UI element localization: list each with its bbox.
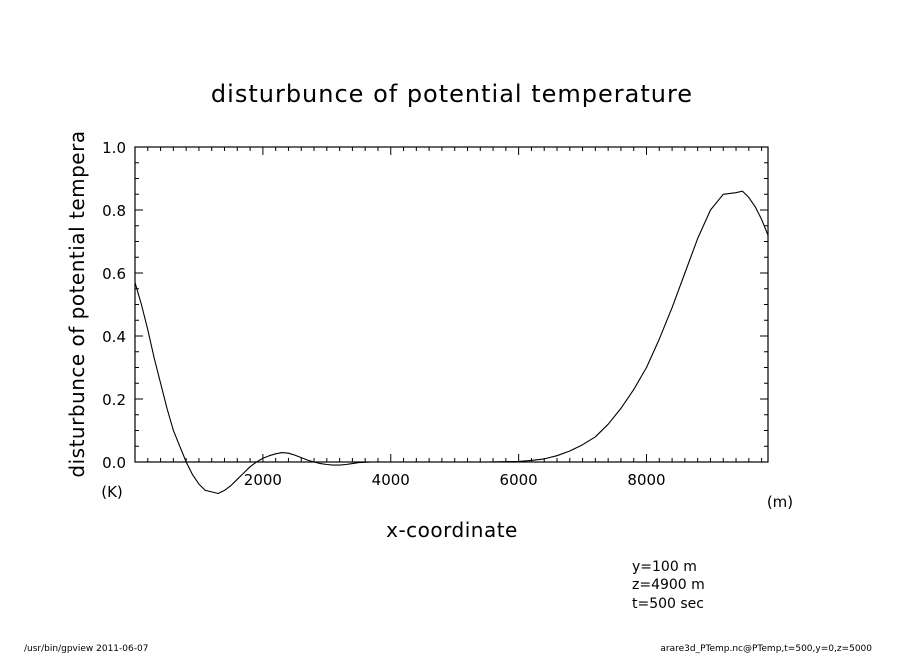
x-tick-label: 6000 — [500, 471, 538, 489]
axis-ticks — [135, 147, 768, 462]
annotation-y: y=100 m — [632, 559, 697, 575]
tick-labels: 2000 4000 6000 8000 0.0 0.2 0.4 0.6 0.8 1.0 — [102, 139, 665, 489]
x-tick-label: 4000 — [372, 471, 410, 489]
annotation-z: z=4900 m — [632, 577, 705, 593]
x-tick-label: 2000 — [244, 471, 282, 489]
y-tick-label: 0.0 — [102, 454, 126, 472]
y-axis-unit: (K) — [101, 483, 123, 501]
y-tick-label: 0.8 — [102, 202, 126, 220]
y-tick-label: 0.6 — [102, 265, 126, 283]
y-tick-label: 1.0 — [102, 139, 126, 157]
series-layer — [135, 190, 768, 495]
series-line — [135, 190, 768, 495]
chart-title: disturbunce of potential temperature — [211, 80, 693, 108]
annotation-t: t=500 sec — [632, 596, 704, 612]
x-axis-unit: (m) — [767, 493, 793, 511]
footer-left: /usr/bin/gpview 2011-06-07 — [24, 644, 148, 654]
y-axis-label: disturbunce of potential tempera — [65, 130, 89, 477]
x-tick-label: 8000 — [627, 471, 665, 489]
x-axis-label: x-coordinate — [386, 518, 518, 542]
y-tick-label: 0.2 — [102, 391, 126, 409]
y-tick-label: 0.4 — [102, 328, 126, 346]
footer-right: arare3d_PTemp.nc@PTemp,t=500,y=0,z=5000 — [660, 644, 872, 654]
